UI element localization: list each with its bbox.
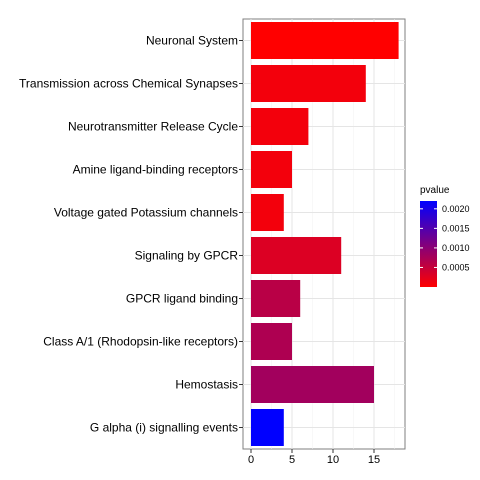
legend-tick-label: 0.0010 (442, 243, 470, 253)
bar (251, 366, 374, 403)
bar (251, 280, 300, 317)
legend: pvalue 0.0020 0.0015 0.0010 0.0005 (420, 185, 470, 287)
category-label: Transmission across Chemical Synapses (19, 77, 238, 91)
bar (251, 65, 366, 102)
category-label: Amine ligand-binding receptors (73, 163, 238, 177)
category-label: Neurotransmitter Release Cycle (68, 120, 238, 134)
category-label: Hemostasis (175, 378, 238, 392)
category-label: G alpha (i) signalling events (90, 421, 238, 435)
legend-tick-label: 0.0015 (442, 223, 470, 233)
bar (251, 409, 284, 446)
x-tick-label: 0 (248, 454, 254, 466)
category-label: Signaling by GPCR (135, 249, 239, 263)
legend-colorbar (420, 201, 437, 287)
category-label: GPCR ligand binding (126, 292, 238, 306)
category-labels: Neuronal System Transmission across Chemi… (19, 34, 243, 435)
category-label: Class A/1 (Rhodopsin-like receptors) (43, 335, 238, 349)
legend-tick-label: 0.0020 (442, 204, 470, 214)
x-tick-label: 15 (368, 454, 380, 466)
bar (251, 22, 399, 59)
x-axis: 0 5 10 15 (248, 449, 380, 466)
bar (251, 151, 292, 188)
bar (251, 237, 341, 274)
bar (251, 323, 292, 360)
x-tick-label: 10 (327, 454, 339, 466)
bar (251, 194, 284, 231)
category-label: Neuronal System (146, 34, 238, 48)
legend-tick-label: 0.0005 (442, 262, 470, 272)
x-tick-label: 5 (289, 454, 295, 466)
bar (251, 108, 308, 145)
legend-title: pvalue (420, 185, 450, 196)
category-label: Voltage gated Potassium channels (54, 206, 238, 220)
